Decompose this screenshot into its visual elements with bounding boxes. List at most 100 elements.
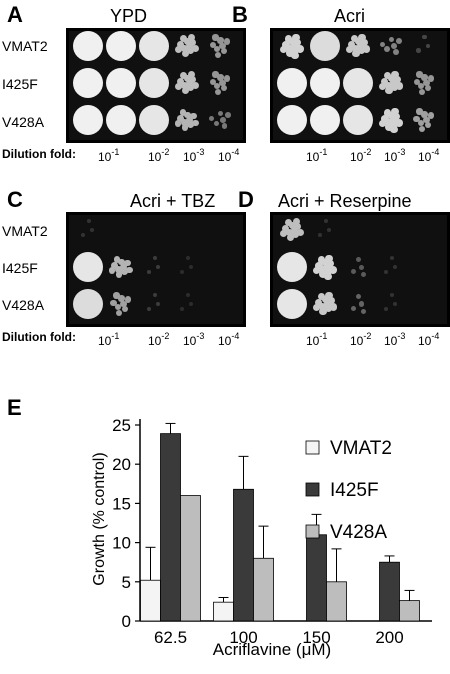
x-tick-label: 200 [375,628,403,647]
colony-dot [391,70,399,78]
colony-dot [126,266,134,274]
colony-dot [383,109,391,117]
yeast-spot [343,289,373,319]
bar [213,601,234,622]
colony-dot [189,301,194,307]
yeast-spot [376,105,406,135]
colony-dot [212,71,219,78]
yeast-spot [172,289,202,319]
yeast-spot [376,31,406,61]
colony-dot [423,116,430,124]
colony-dot [187,121,194,129]
colony-dot [361,271,367,277]
colony-dot [282,225,290,233]
colony-dot [356,42,364,50]
colony-dot [219,42,226,50]
yeast-spot [106,105,136,135]
yeast-spot [172,31,202,61]
colony-dot [191,82,199,90]
yeast-spot [277,68,307,98]
colony-dot [392,112,401,121]
colony-dot [212,34,219,41]
colony-dot [357,46,366,55]
colony-dot [279,230,287,238]
panel-letter-b: B [232,2,248,27]
colony-dot [325,254,333,263]
colony-dot [152,255,157,261]
bar [399,600,420,622]
dilution-tick: 10-3 [384,147,406,165]
panel-title-c: Acri + TBZ [130,191,216,211]
plate-acri-tbz [66,212,246,327]
y-tick-label: 25 [112,416,131,435]
colony-dot [288,221,296,229]
colony-dot [191,45,199,53]
yeast-spot [139,68,169,98]
colony-dot [391,107,399,116]
colony-dot [213,120,220,127]
colony-dot [321,258,330,267]
colony-dot [189,38,197,46]
colony-dot [326,227,332,233]
yeast-spot [172,105,202,135]
colony-dot [324,304,333,313]
yeast-spot [73,105,103,135]
colony-dot [324,267,332,275]
colony-dot [319,270,327,278]
colony-dot [286,233,294,241]
colony-dot [220,48,228,55]
colony-dot [185,292,190,297]
colony-dot [290,226,298,234]
yeast-spot [310,105,340,135]
dilution-tick: 10-4 [218,331,240,349]
colony-dot [329,303,337,311]
colony-dot [208,115,215,122]
yeast-spot [73,215,103,245]
yeast-spot [139,105,169,135]
colony-dot [146,306,151,311]
colony-dot [390,125,398,133]
colony-dot [424,122,432,129]
y-tick-label: 15 [112,494,131,513]
dilution-tick: 10-2 [148,147,170,165]
colony-dot [321,295,329,303]
chart-legend: VMAT2 I425F V428A [305,438,392,543]
colony-dot [325,291,333,299]
panel-title-a: YPD [110,6,148,26]
colony-dot [124,296,132,303]
colony-dot [396,37,402,44]
bar [160,433,181,622]
dilution-label-top: Dilution fold: [2,147,76,161]
colony-dot [119,263,127,271]
colony-dot [176,115,184,123]
colony-dot [317,232,322,237]
colony-dot [389,79,397,87]
colony-dot [389,116,397,124]
yeast-spot [310,215,340,245]
panel-letter-d: D [238,187,254,212]
colony-dot [381,78,389,86]
colony-dot [118,295,125,302]
y-tick-label: 20 [112,455,131,474]
colony-dot [180,81,188,89]
colony-dot [418,88,425,95]
colony-dot [179,269,184,274]
colony-dot [358,33,366,41]
yeast-spot [376,68,406,98]
yeast-spot [139,31,169,61]
colony-dot [121,306,129,313]
colony-dot [183,37,191,45]
bar [326,581,347,622]
colony-dot [121,268,128,276]
row-label-i425f: I425F [2,76,38,92]
yeast-spot [409,68,439,98]
x-axis-label: Acriflavine (μM) [213,640,331,659]
yeast-spot [139,252,169,282]
colony-dot [416,48,422,54]
x-tick-label: 150 [302,628,330,647]
colony-dot [315,299,323,307]
colony-dot [181,124,189,132]
bar [253,557,274,622]
plate-acri [270,28,450,143]
